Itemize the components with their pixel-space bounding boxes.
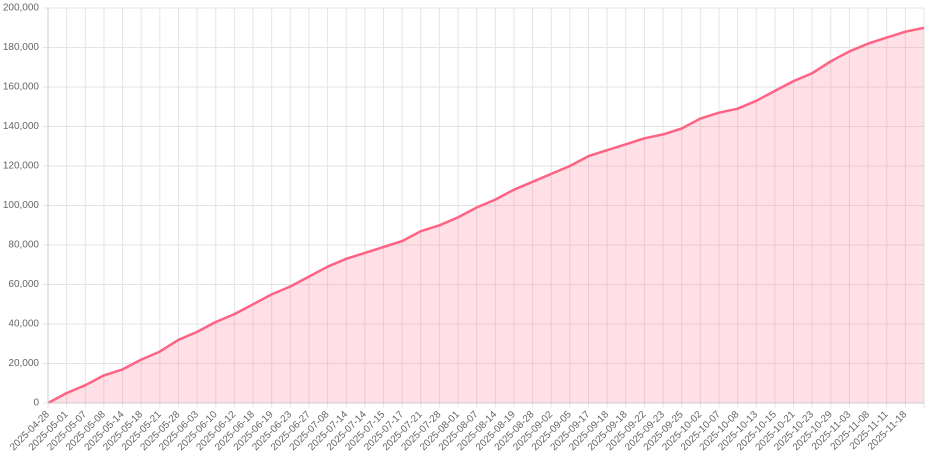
y-tick-label: 160,000 (3, 82, 40, 93)
y-tick-label: 20,000 (8, 358, 39, 369)
y-tick-label: 140,000 (3, 121, 40, 132)
area (48, 27, 924, 404)
y-tick-label: 60,000 (8, 279, 39, 290)
y-tick-label: 80,000 (8, 240, 39, 251)
y-tick-label: 200,000 (3, 3, 40, 14)
y-tick-label: 180,000 (3, 42, 40, 53)
y-tick-label: 100,000 (3, 200, 40, 211)
line (47, 26, 925, 405)
y-tick-label: 0 (33, 398, 39, 409)
y-tick-label: 40,000 (8, 319, 39, 330)
y-tick-label: 120,000 (3, 161, 40, 172)
